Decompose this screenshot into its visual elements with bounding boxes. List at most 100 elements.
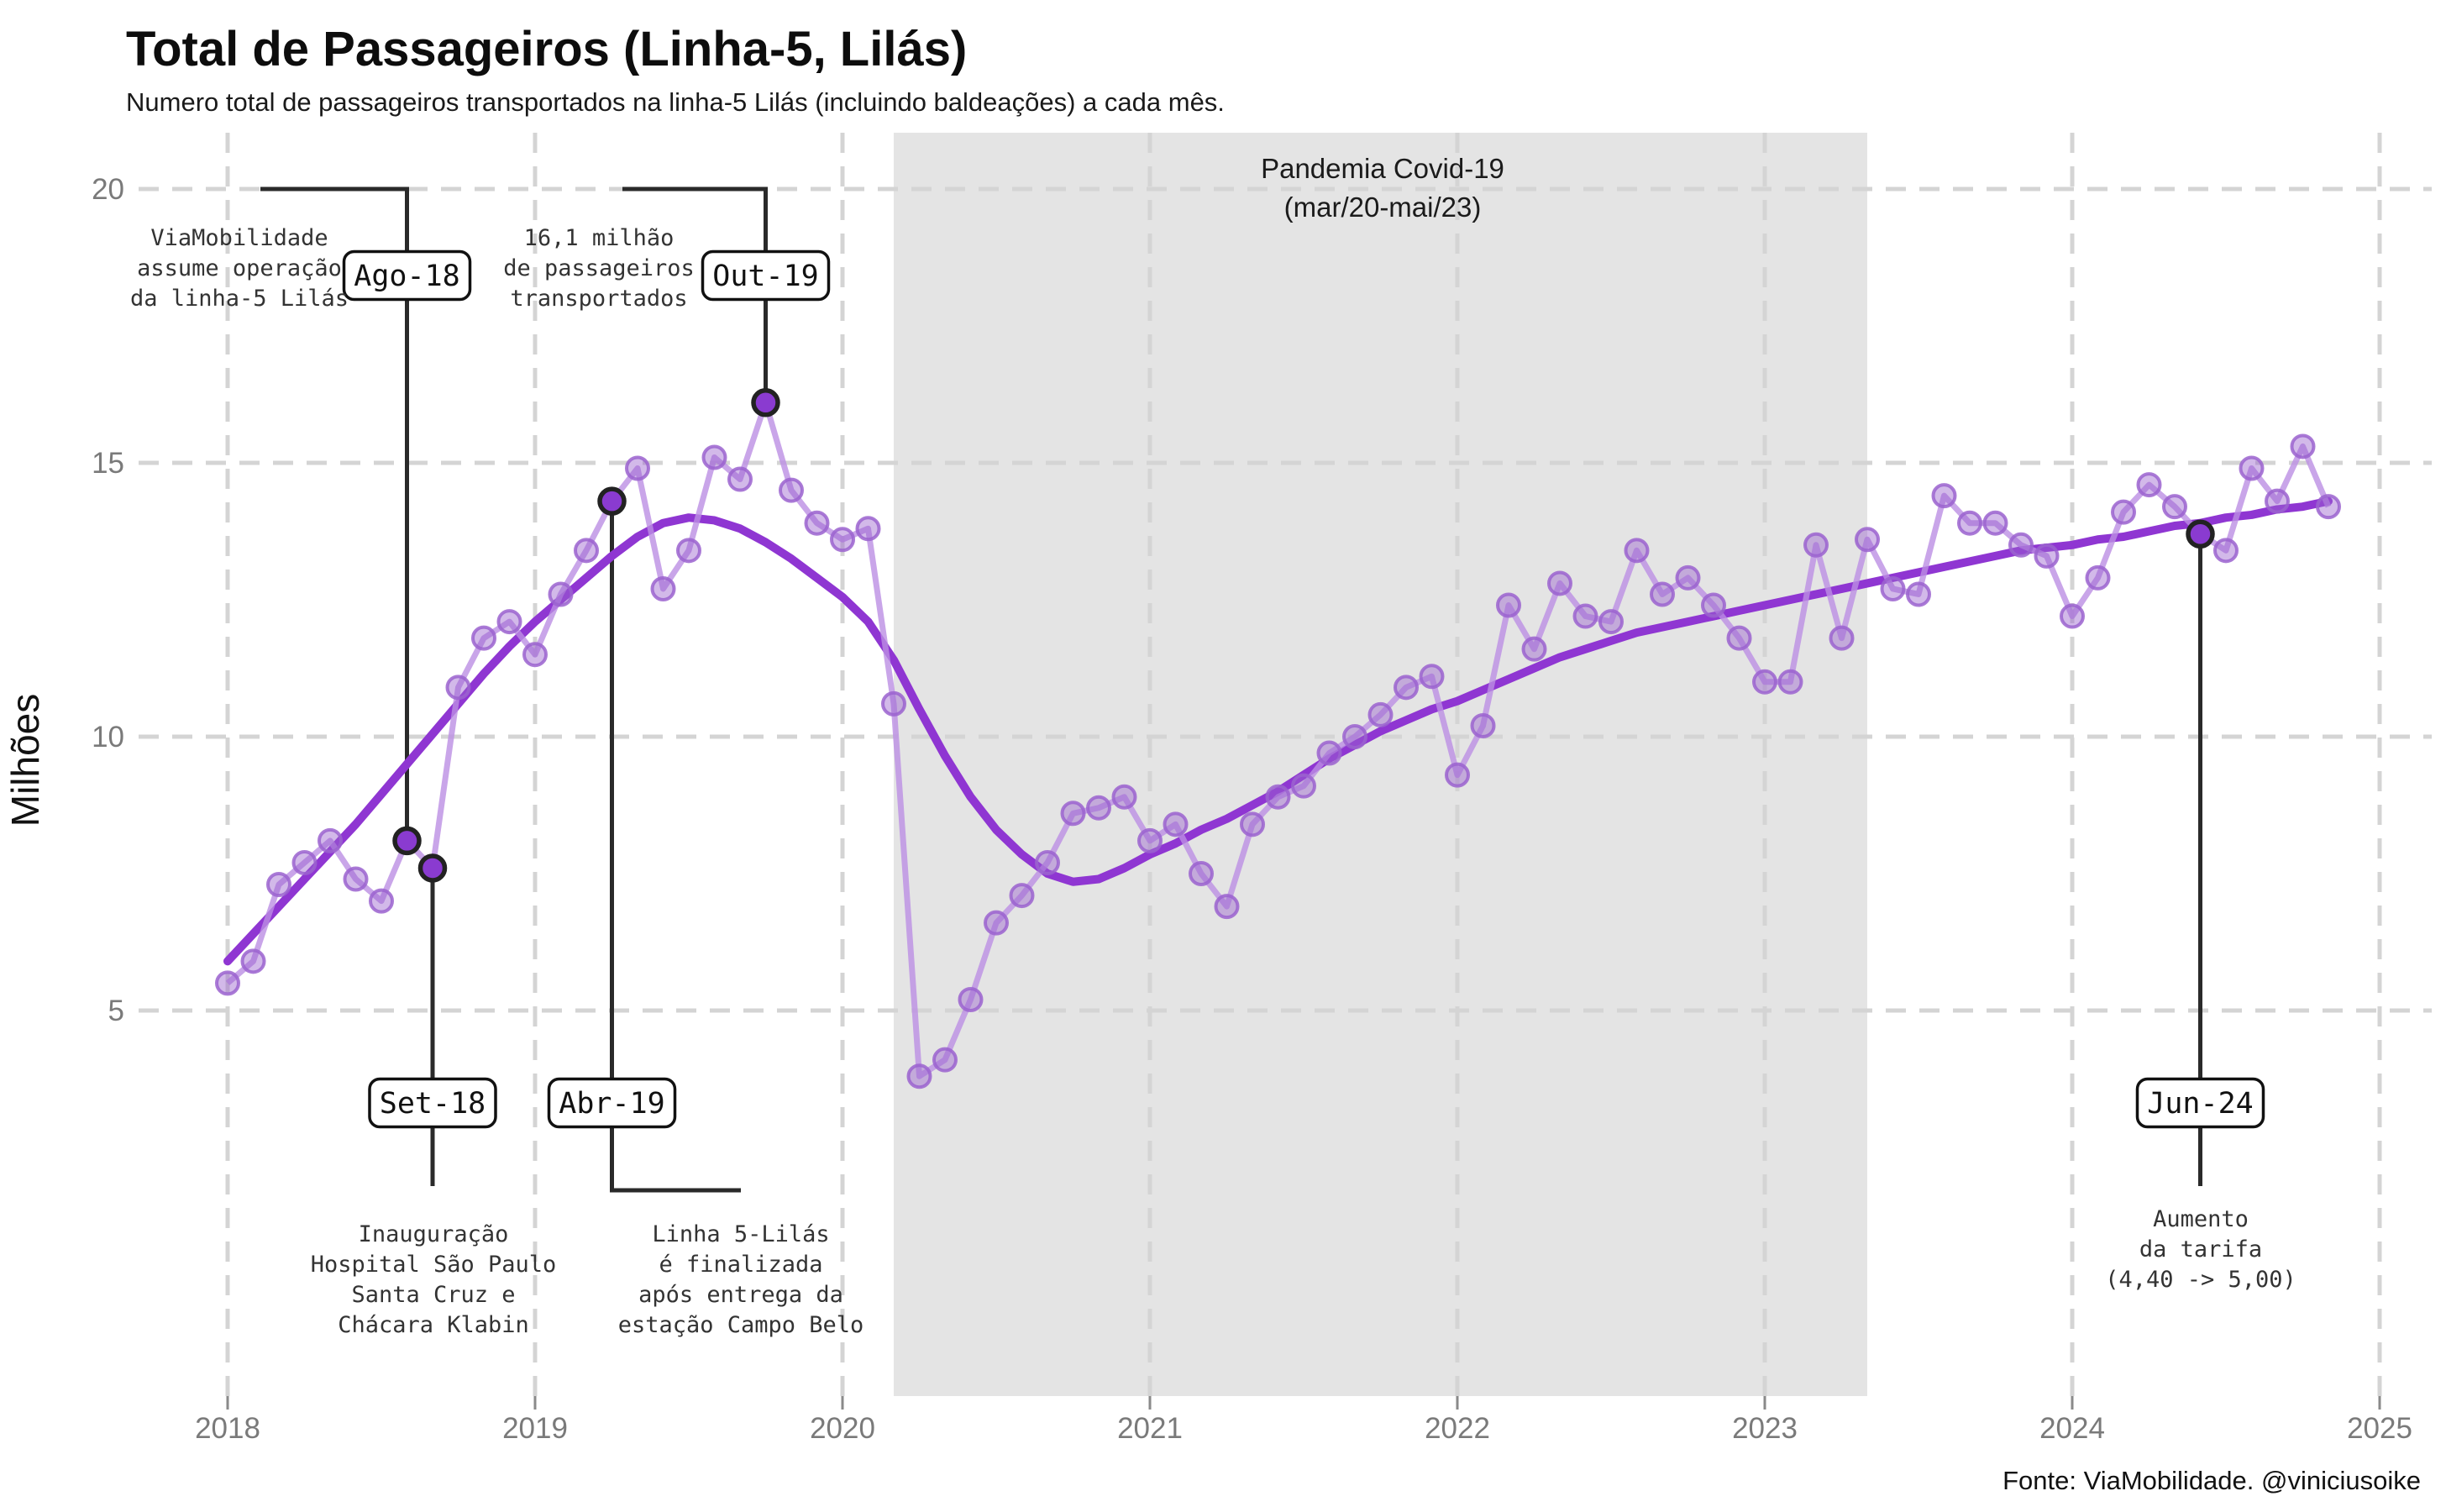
annotation-box-layer: Ago-18 ViaMobilidade assume operação da lin…: [130, 225, 2296, 1338]
data-point: [1547, 570, 1572, 596]
data-point: [574, 538, 599, 564]
x-tick-label-2024: 2024: [2039, 1412, 2105, 1445]
data-point: [1394, 675, 1419, 701]
data-point: [855, 516, 881, 542]
data-point: [548, 581, 574, 607]
data-point: [1189, 861, 1214, 886]
annotation-box-label-jun24: Jun-24: [2147, 1087, 2253, 1121]
highlight-point-Out-19: [751, 388, 780, 417]
data-point: [2162, 494, 2187, 520]
data-point: [2265, 488, 2290, 514]
series-layer: [215, 388, 2341, 1089]
data-point: [1624, 538, 1650, 564]
data-point: [240, 948, 266, 974]
data-point: [1496, 592, 1521, 618]
data-point: [906, 1063, 932, 1089]
data-point: [1803, 532, 1829, 558]
x-tick-label-2018: 2018: [195, 1412, 260, 1445]
highlight-point-Set-18: [417, 853, 448, 883]
data-point: [804, 510, 830, 536]
monthly-line: [225, 399, 2332, 1079]
y-tick-label-10: 10: [92, 721, 124, 753]
data-point: [1060, 801, 1086, 827]
data-point: [1675, 564, 1701, 591]
data-point: [1982, 510, 2008, 536]
data-point: [1111, 784, 1137, 810]
annotation-box-jun24: [2135, 1077, 2265, 1129]
annotation-line-out19: [622, 186, 768, 403]
data-point: [2316, 494, 2341, 520]
annotation-note-out19-line1: 16,1 milhão: [524, 225, 674, 251]
data-point: [984, 910, 1009, 936]
x-tick-label-2022: 2022: [1425, 1412, 1490, 1445]
annotation-note-set18-line3: Santa Cruz e: [351, 1282, 515, 1308]
data-point: [1572, 603, 1598, 629]
data-point: [2085, 564, 2111, 591]
data-point: [496, 609, 522, 635]
data-point: [1829, 625, 1855, 651]
annotation-box-ago18: [342, 249, 472, 302]
data-point: [2213, 538, 2239, 564]
data-point: [1419, 664, 1445, 690]
data-point: [1035, 849, 1060, 875]
data-point: [2034, 543, 2060, 569]
data-point: [1726, 625, 1752, 651]
data-point: [291, 849, 318, 875]
data-point: [1445, 762, 1470, 788]
data-point: [1086, 795, 1111, 821]
data-point: [830, 527, 855, 553]
annotation-box-label-abr19: Abr-19: [559, 1087, 664, 1121]
data-point: [1752, 669, 1777, 695]
data-point: [369, 888, 394, 914]
annotation-box-label-set18: Set-18: [380, 1087, 486, 1121]
annotation-line-abr19: [610, 501, 741, 1193]
annotation-note-abr19-line1: Linha 5-Lilás: [652, 1221, 829, 1247]
x-tick-label-2020: 2020: [810, 1412, 875, 1445]
data-point: [727, 466, 753, 492]
data-point: [1521, 636, 1547, 662]
highlight-point-Jun-24: [2186, 519, 2215, 549]
data-point: [1855, 527, 1880, 553]
data-point: [881, 690, 906, 717]
data-point: [1009, 883, 1035, 909]
annotation-note-set18-line1: Inauguração: [359, 1221, 509, 1247]
data-point: [932, 1047, 958, 1073]
annotation-box-label-out19: Out-19: [712, 260, 818, 293]
annotation-note-jun24-line2: da tarifa: [2139, 1236, 2262, 1263]
data-point: [676, 538, 701, 564]
annotation-note-abr19-line3: após entrega da: [638, 1282, 843, 1308]
data-point: [1650, 581, 1675, 607]
annotation-note-set18-line4: Chácara Klabin: [338, 1312, 529, 1338]
data-point: [2290, 433, 2316, 459]
data-point: [2111, 499, 2136, 525]
y-tick-label-20: 20: [92, 173, 124, 206]
data-point: [1163, 811, 1189, 837]
data-point: [2239, 455, 2265, 481]
data-point: [266, 872, 291, 898]
data-point: [471, 625, 496, 651]
annotation-line-layer: [260, 186, 2202, 1193]
annotation-note-jun24-line3: (4,40 -> 5,00): [2105, 1267, 2296, 1293]
y-axis-title: Milhões: [3, 694, 47, 827]
data-point: [215, 970, 240, 996]
annotation-note-set18-line2: Hospital São Paulo: [311, 1252, 557, 1278]
data-point: [1367, 701, 1394, 727]
data-point: [1957, 510, 1982, 536]
data-point: [343, 866, 369, 892]
data-point: [1906, 581, 1931, 607]
data-point: [1470, 712, 1496, 738]
annotation-box-out19: [701, 249, 831, 302]
data-point: [1316, 740, 1342, 766]
x-tick-label-2025: 2025: [2347, 1412, 2412, 1445]
source-caption: Fonte: ViaMobilidade. @viniciusoike: [2002, 1466, 2421, 1495]
data-point: [1137, 827, 1163, 853]
data-point: [1291, 773, 1316, 799]
x-tick-label-2019: 2019: [502, 1412, 568, 1445]
covid-region-label-line1: Pandemia Covid-19: [1261, 153, 1504, 184]
annotation-note-abr19-line2: é finalizada: [659, 1252, 822, 1278]
data-point: [1214, 894, 1240, 920]
data-point: [318, 827, 343, 853]
data-point: [1777, 669, 1803, 695]
